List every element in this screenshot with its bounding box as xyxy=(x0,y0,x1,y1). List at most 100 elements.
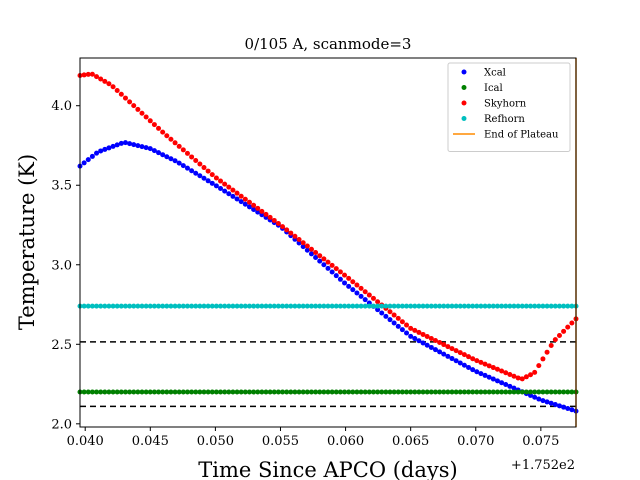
data-point xyxy=(466,364,472,370)
data-point xyxy=(209,303,215,309)
data-point xyxy=(313,254,319,260)
data-point xyxy=(445,353,451,359)
data-point xyxy=(251,389,257,395)
data-point xyxy=(470,303,476,309)
data-point xyxy=(255,389,261,395)
data-point xyxy=(242,196,248,202)
data-point xyxy=(94,303,100,309)
data-point xyxy=(197,161,203,167)
data-point xyxy=(420,303,426,309)
data-point xyxy=(308,389,314,395)
data-point xyxy=(189,389,195,395)
data-point xyxy=(205,168,211,174)
data-point xyxy=(300,240,306,246)
data-point xyxy=(528,303,534,309)
data-point xyxy=(536,303,542,309)
data-point xyxy=(321,262,327,268)
data-point xyxy=(366,389,372,395)
data-point xyxy=(565,303,571,309)
data-point xyxy=(110,84,116,90)
data-point xyxy=(412,336,418,342)
data-point xyxy=(453,348,459,354)
data-point xyxy=(424,342,430,348)
data-point xyxy=(160,389,166,395)
data-point xyxy=(118,303,124,309)
plot-area xyxy=(77,57,579,428)
data-point xyxy=(561,404,567,410)
data-point xyxy=(536,389,542,395)
data-point xyxy=(85,303,91,309)
data-point xyxy=(556,403,562,409)
data-point xyxy=(325,265,331,271)
data-point xyxy=(408,389,414,395)
data-point xyxy=(156,389,162,395)
data-point xyxy=(226,184,232,190)
data-point xyxy=(395,303,401,309)
data-point xyxy=(114,389,120,395)
data-point xyxy=(98,148,104,154)
data-point xyxy=(238,193,244,199)
data-point xyxy=(358,389,364,395)
data-point xyxy=(213,389,219,395)
data-point xyxy=(280,224,286,230)
data-point xyxy=(267,214,273,220)
data-point xyxy=(556,332,562,338)
data-point xyxy=(399,389,405,395)
legend-marker-xcal xyxy=(461,69,467,75)
data-point xyxy=(387,389,393,395)
data-point xyxy=(482,389,488,395)
series-refhorn xyxy=(77,303,579,309)
data-point xyxy=(263,389,269,395)
data-point xyxy=(362,389,368,395)
data-point xyxy=(131,389,137,395)
data-point xyxy=(490,365,496,371)
data-point xyxy=(280,389,286,395)
data-point xyxy=(540,303,546,309)
data-point xyxy=(242,389,248,395)
data-point xyxy=(218,389,224,395)
legend-box xyxy=(447,62,571,152)
data-point xyxy=(457,360,463,366)
data-point xyxy=(329,389,335,395)
y-tick-label: 3.5 xyxy=(51,179,72,194)
data-point xyxy=(536,396,542,402)
data-point xyxy=(284,389,290,395)
data-point xyxy=(98,76,104,82)
data-point xyxy=(180,147,186,153)
data-point xyxy=(292,233,298,239)
data-point xyxy=(453,389,459,395)
data-point xyxy=(317,258,323,264)
data-point xyxy=(507,389,513,395)
data-point xyxy=(457,303,463,309)
data-point xyxy=(536,363,542,369)
data-point xyxy=(271,303,277,309)
data-point xyxy=(110,389,116,395)
data-point xyxy=(370,389,376,395)
data-point xyxy=(135,303,141,309)
data-point xyxy=(98,303,104,309)
data-point xyxy=(515,375,521,381)
data-point xyxy=(110,303,116,309)
legend-marker-skyhorn xyxy=(461,100,467,106)
data-point xyxy=(437,349,443,355)
data-point xyxy=(172,140,178,146)
data-point xyxy=(358,303,364,309)
data-point xyxy=(213,175,219,181)
data-point xyxy=(445,303,451,309)
data-point xyxy=(292,303,298,309)
data-point xyxy=(461,352,467,358)
data-point xyxy=(230,187,236,193)
data-point xyxy=(408,333,414,339)
data-point xyxy=(329,303,335,309)
data-point xyxy=(412,389,418,395)
data-point xyxy=(379,310,385,316)
data-point xyxy=(284,303,290,309)
data-point xyxy=(544,389,550,395)
data-point xyxy=(205,303,211,309)
data-point xyxy=(424,333,430,339)
data-point xyxy=(552,402,558,408)
data-point xyxy=(379,303,385,309)
data-point xyxy=(412,327,418,333)
data-point xyxy=(507,371,513,377)
data-point xyxy=(470,389,476,395)
